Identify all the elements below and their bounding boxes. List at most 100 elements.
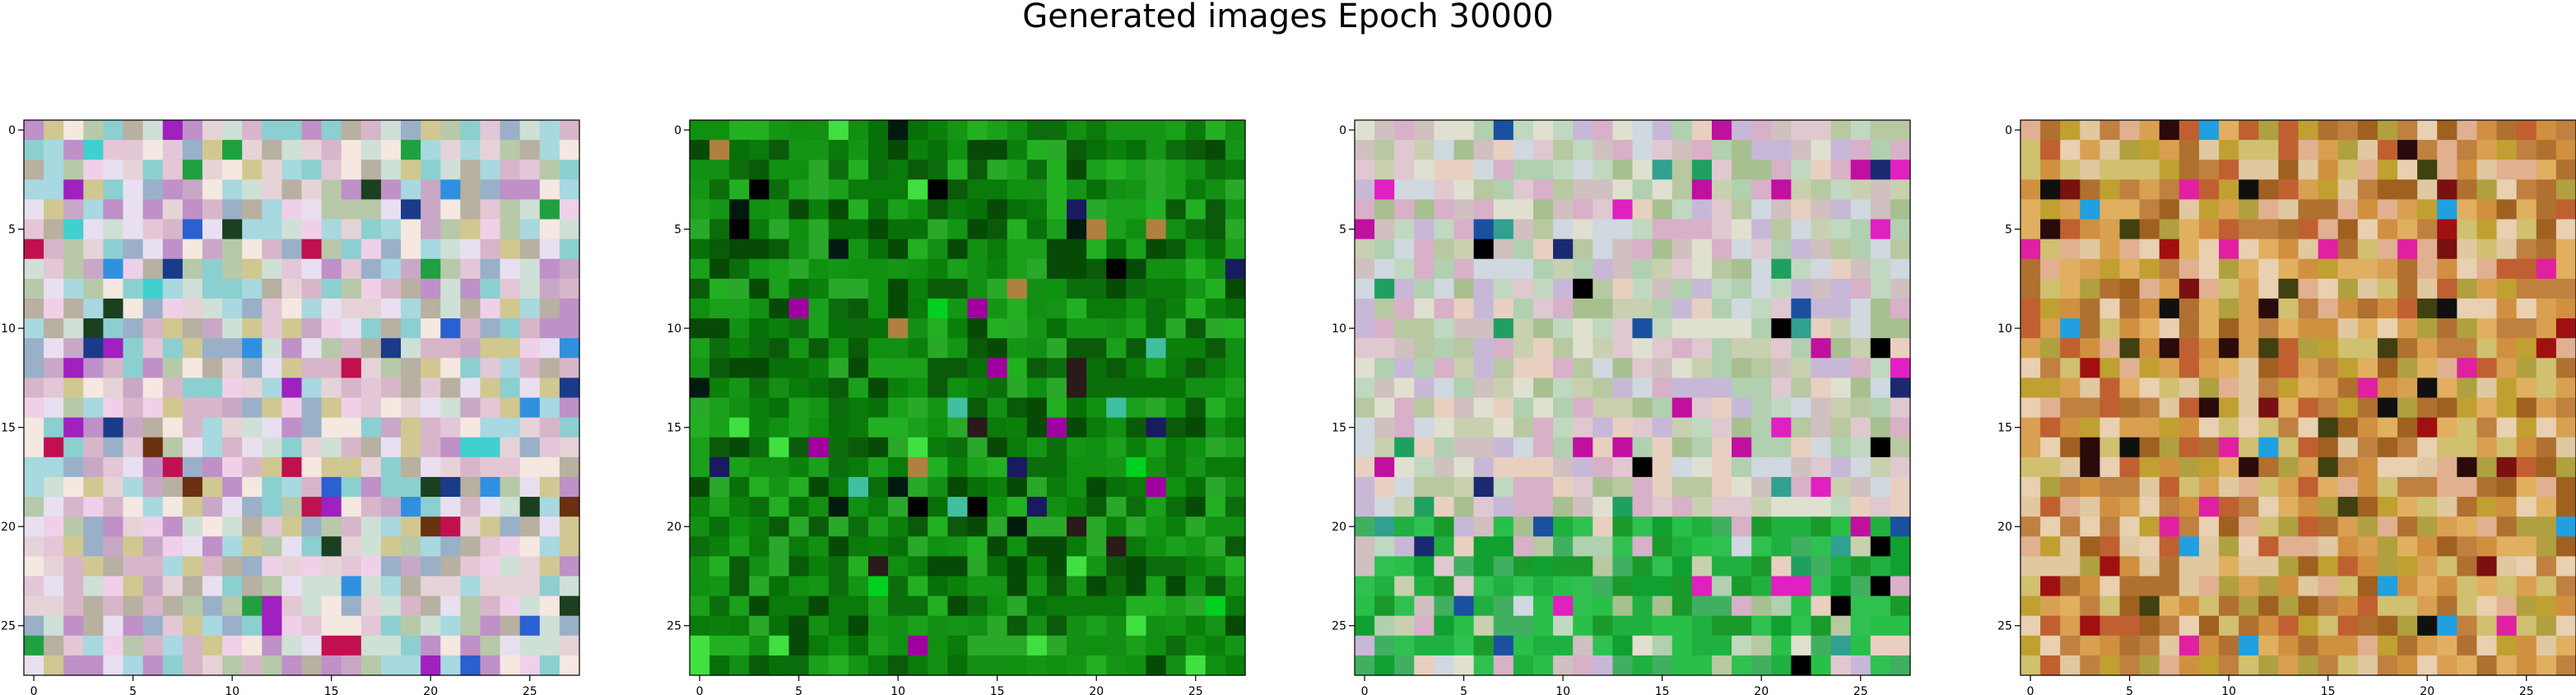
pixel-cell	[1771, 278, 1792, 299]
pixel-cell	[967, 655, 988, 676]
pixel-cell	[262, 239, 282, 260]
pixel-cell	[1513, 397, 1534, 419]
pixel-cell	[2159, 278, 2180, 299]
pixel-cell	[360, 556, 382, 577]
pixel-cell	[559, 278, 580, 299]
pixel-cell	[1672, 417, 1693, 438]
pixel-cell	[2080, 199, 2101, 220]
pixel-cell	[2357, 120, 2378, 141]
pixel-cell	[2099, 179, 2121, 201]
pixel-cell	[1225, 576, 1246, 597]
pixel-cell	[1751, 298, 1772, 319]
pixel-cell	[281, 576, 303, 597]
pixel-cell	[1146, 576, 1167, 597]
pixel-cell	[421, 635, 441, 656]
pixel-cell	[1086, 556, 1107, 577]
pixel-cell	[2377, 517, 2398, 537]
pixel-cell	[2437, 417, 2457, 438]
pixel-cell	[1652, 318, 1673, 339]
pixel-cell	[2080, 615, 2101, 637]
pixel-cell	[1811, 456, 1832, 478]
pixel-cell	[182, 397, 203, 419]
pixel-cell	[1553, 576, 1574, 597]
pixel-cell	[2040, 417, 2061, 438]
pixel-cell	[2318, 635, 2339, 656]
pixel-cell	[848, 199, 869, 220]
pixel-cell	[788, 655, 810, 676]
pixel-cell	[202, 298, 223, 319]
pixel-cell	[2178, 536, 2200, 557]
y-tick-label: 10	[1997, 322, 2012, 336]
pixel-cell	[1434, 219, 1455, 240]
pixel-cell	[321, 437, 342, 458]
pixel-cell	[1811, 536, 1832, 557]
pixel-cell	[500, 595, 521, 617]
pixel-cell	[1473, 179, 1495, 201]
pixel-cell	[360, 595, 382, 617]
pixel-cell	[341, 358, 362, 378]
pixel-cell	[1355, 298, 1375, 319]
pixel-cell	[380, 655, 402, 676]
pixel-cell	[2099, 497, 2121, 517]
pixel-cell	[341, 120, 362, 141]
pixel-cell	[1850, 120, 1872, 141]
pixel-cell	[2357, 635, 2378, 656]
pixel-cell	[142, 378, 164, 399]
pixel-cell	[729, 179, 750, 201]
pixel-cell	[1165, 655, 1187, 676]
pixel-cell	[360, 199, 382, 220]
pixel-cell	[1850, 476, 1872, 498]
pixel-cell	[1434, 140, 1455, 160]
pixel-cell	[1185, 358, 1207, 378]
pixel-cell	[103, 338, 124, 359]
pixel-cell	[1026, 140, 1048, 160]
pixel-cell	[1374, 536, 1395, 557]
pixel-cell	[1691, 239, 1713, 260]
pixel-cell	[1225, 179, 1246, 201]
pixel-cell	[1453, 476, 1475, 498]
pixel-cell	[987, 298, 1008, 319]
pixel-cell	[2377, 298, 2398, 319]
pixel-cell	[867, 635, 889, 656]
pixel-cell	[1205, 338, 1226, 359]
pixel-cell	[2139, 140, 2160, 160]
pixel-cell	[24, 140, 44, 160]
pixel-cell	[788, 160, 810, 180]
pixel-cell	[1890, 239, 1911, 260]
pixel-cell	[1434, 120, 1455, 141]
pixel-cell	[1493, 358, 1514, 378]
pixel-cell	[1532, 258, 1554, 280]
pixel-cell	[44, 239, 64, 260]
pixel-cell	[1007, 456, 1028, 478]
pixel-cell	[1532, 298, 1554, 319]
pixel-cell	[2555, 278, 2576, 299]
pixel-cell	[480, 338, 501, 359]
pixel-cell	[1225, 298, 1246, 319]
pixel-cell	[2516, 635, 2537, 656]
pixel-cell	[2239, 120, 2259, 141]
pixel-cell	[83, 437, 105, 458]
pixel-cell	[2159, 179, 2180, 201]
pixel-cell	[1870, 536, 1891, 557]
pixel-cell	[281, 417, 303, 438]
pixel-cell	[1652, 179, 1673, 201]
pixel-cell	[63, 635, 84, 656]
pixel-cell	[2516, 417, 2537, 438]
pixel-cell	[2099, 278, 2121, 299]
pixel-cell	[1046, 258, 1067, 280]
pixel-cell	[2377, 278, 2398, 299]
pixel-cell	[440, 160, 461, 180]
pixel-cell	[1473, 298, 1495, 319]
pixel-cell	[1691, 219, 1713, 240]
pixel-cell	[828, 397, 849, 419]
pixel-cell	[202, 278, 223, 299]
pixel-cell	[83, 239, 105, 260]
pixel-cell	[1811, 120, 1832, 141]
pixel-cell	[242, 595, 263, 617]
pixel-cell	[1672, 358, 1693, 378]
pixel-cell	[460, 517, 481, 537]
pixel-cell	[1374, 278, 1395, 299]
pixel-cell	[2357, 536, 2378, 557]
pixel-cell	[808, 298, 830, 319]
pixel-cell	[1225, 199, 1246, 220]
